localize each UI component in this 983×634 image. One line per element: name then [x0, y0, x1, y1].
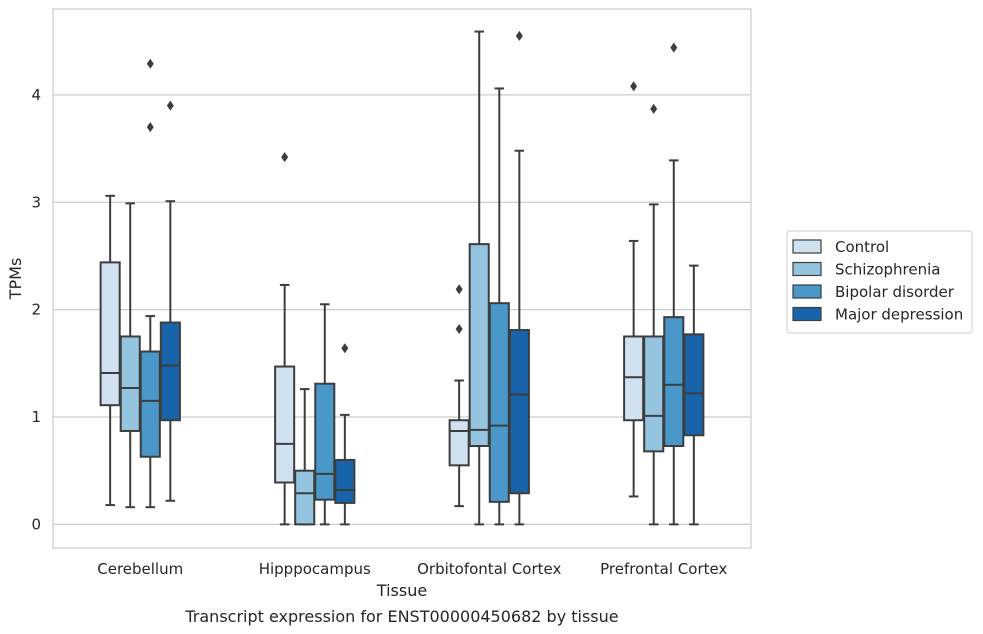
box-group: [448, 284, 470, 508]
box: [643, 335, 665, 453]
outlier-point: [650, 103, 658, 114]
box: [623, 335, 645, 422]
box: [683, 333, 705, 437]
box: [99, 261, 121, 407]
box-group: [683, 264, 705, 526]
outlier-point: [146, 58, 154, 69]
outlier-point: [670, 42, 678, 53]
box: [508, 329, 530, 495]
box: [314, 382, 336, 501]
box-group: [99, 194, 121, 507]
box-group: [119, 202, 141, 509]
box-group: [139, 58, 161, 509]
box: [448, 419, 470, 467]
legend-label: Bipolar disorder: [835, 283, 955, 301]
outlier-point: [166, 100, 174, 111]
box-group: [314, 303, 336, 526]
y-tick-label: 1: [31, 408, 41, 426]
legend-swatch: [792, 261, 822, 277]
y-tick-label: 2: [31, 301, 41, 319]
box: [274, 365, 296, 484]
box: [159, 321, 181, 422]
outlier-point: [630, 81, 638, 92]
plot-frame: [52, 8, 752, 549]
box-group: [663, 42, 685, 526]
box: [334, 458, 356, 504]
box: [663, 316, 685, 447]
box-group: [508, 30, 530, 526]
outlier-point: [341, 343, 349, 354]
legend-label: Major depression: [835, 306, 963, 324]
legend-swatch: [792, 306, 822, 322]
legend-swatch: [792, 239, 822, 254]
outlier-point: [455, 323, 463, 334]
y-tick-label: 3: [31, 193, 41, 211]
box: [139, 350, 161, 458]
x-tick-label: Orbitofontal Cortex: [417, 560, 561, 578]
legend-swatch: [792, 284, 822, 299]
box-group: [488, 87, 510, 526]
y-tick-label: 0: [31, 515, 41, 533]
box-group: [334, 343, 356, 526]
outlier-point: [455, 284, 463, 295]
box-groups: [99, 30, 705, 526]
box: [468, 243, 490, 447]
box-group: [643, 103, 665, 526]
box-group: [159, 100, 181, 502]
chart-caption: Transcript expression for ENST0000045068…: [184, 607, 618, 626]
legend-frame: [786, 230, 973, 334]
x-tick-label: Hipppocampus: [259, 560, 371, 578]
x-tick-label: Cerebellum: [97, 560, 183, 578]
outlier-point: [146, 122, 154, 133]
x-axis-label: Tissue: [376, 581, 427, 600]
x-tick-label: Prefrontal Cortex: [600, 560, 727, 578]
legend: Control Schizophrenia Bipolar disorder Majo…: [786, 230, 973, 334]
y-tick-labels: 0 1 2 3 4: [31, 86, 41, 533]
y-axis-label: TPMs: [6, 258, 25, 301]
x-tick-labels: Cerebellum Hipppocampus Orbitofontal Corte…: [97, 560, 727, 578]
y-tick-label: 4: [31, 86, 41, 104]
box: [488, 302, 510, 503]
box-group: [623, 81, 645, 498]
box-group: [274, 152, 296, 526]
outlier-point: [515, 30, 523, 41]
legend-label: Control: [835, 238, 889, 256]
outlier-point: [281, 152, 289, 163]
box: [119, 335, 141, 432]
box: [294, 469, 316, 526]
legend-label: Schizophrenia: [835, 261, 940, 279]
box-group: [468, 30, 490, 526]
box-group: [294, 388, 316, 526]
y-gridlines: [53, 94, 751, 526]
